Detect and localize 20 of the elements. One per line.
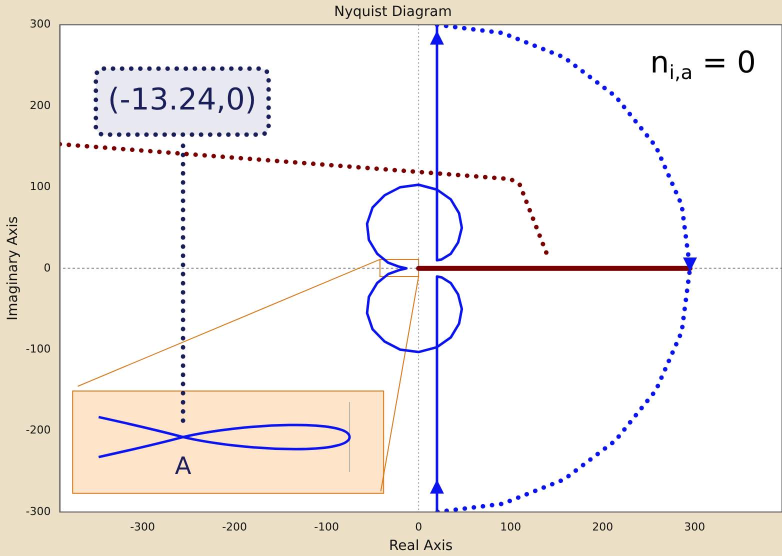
y-tick-label: -200 <box>26 424 51 437</box>
x-tick-label: 100 <box>500 520 522 534</box>
y-axis-title: Imaginary Axis <box>5 216 22 320</box>
y-tick-label: 100 <box>30 180 51 194</box>
y-tick-label: -300 <box>26 504 51 518</box>
x-tick-label: -200 <box>222 520 248 534</box>
x-tick-label: 300 <box>684 520 706 534</box>
x-tick-label: 200 <box>592 520 614 534</box>
x-tick-label: 0 <box>415 520 422 534</box>
x-tick-label: -300 <box>130 520 156 534</box>
annotation: (-13.24,0) <box>108 82 257 118</box>
chart-title: Nyquist Diagram <box>334 4 452 20</box>
y-tick-label: -100 <box>26 342 51 356</box>
line-series <box>60 142 550 258</box>
x-axis-title: Real Axis <box>389 538 453 554</box>
y-tick-label: 200 <box>30 98 51 112</box>
annotation: A <box>174 452 192 480</box>
y-tick-label: 300 <box>30 18 51 31</box>
x-tick-label: -100 <box>314 520 340 534</box>
y-tick-label: 0 <box>44 261 51 274</box>
